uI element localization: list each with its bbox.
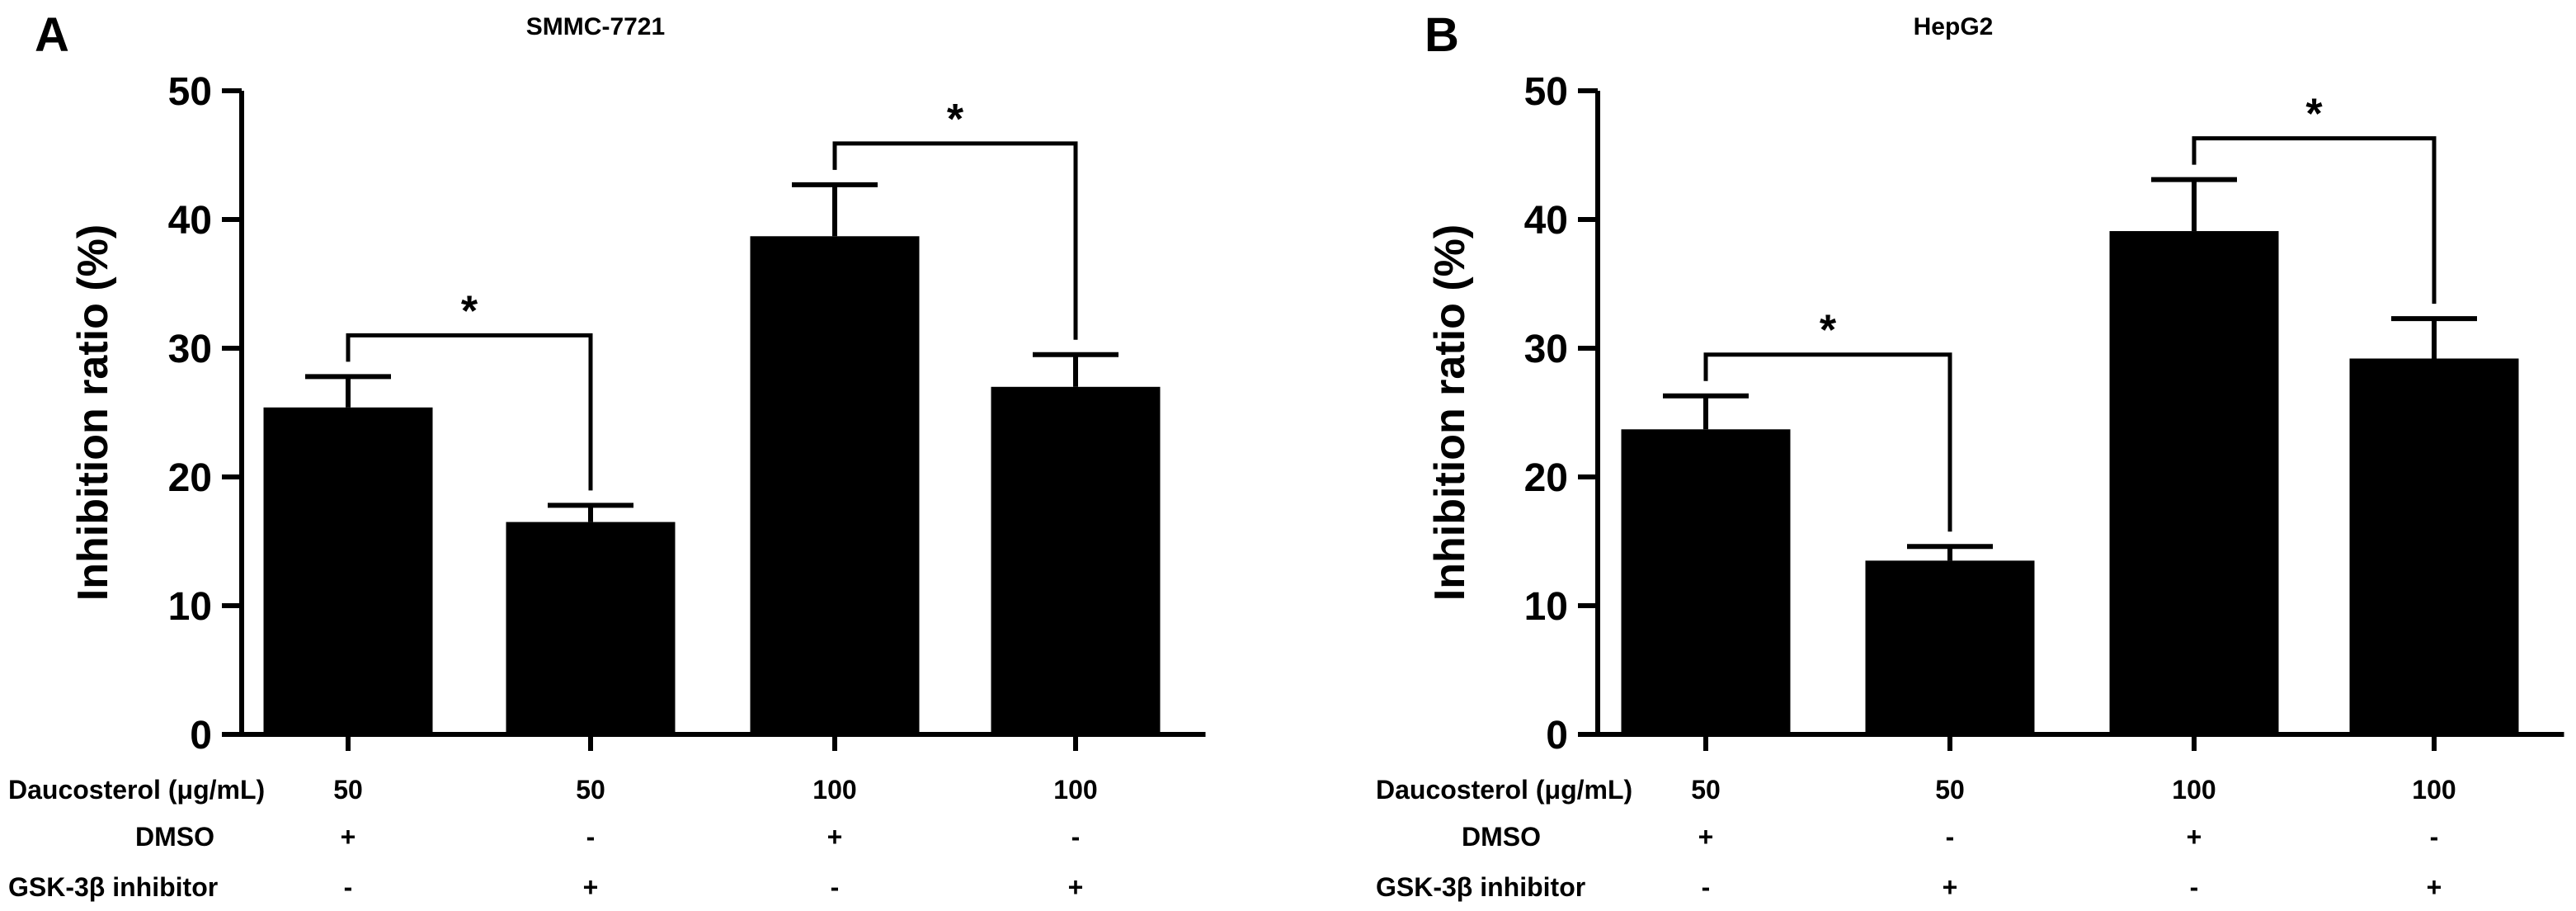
chart-title: SMMC-7721 [526,13,665,40]
condition-value-gsk: + [2427,872,2442,902]
bar [991,386,1161,734]
y-tick-label: 20 [1524,456,1568,500]
condition-value-dmso: - [2430,822,2439,852]
condition-value-dmso: + [827,822,843,852]
bar [263,407,433,734]
condition-value-dmso: - [1071,822,1081,852]
significance-star: * [2305,91,2323,139]
y-tick-label: 30 [168,328,212,371]
y-tick-label: 40 [1524,199,1568,243]
y-tick-label: 0 [1546,714,1568,758]
condition-label-dmso: DMSO [135,822,214,852]
condition-value-daucosterol: 100 [812,775,856,805]
significance-star: * [461,287,478,335]
panel-letter: B [1425,8,1459,62]
y-axis-label: Inhibition ratio (%) [1426,224,1474,601]
condition-value-gsk: - [344,872,353,902]
condition-value-gsk: - [831,872,840,902]
condition-value-dmso: - [586,822,596,852]
bar [2349,358,2519,734]
bar [506,522,676,734]
significance-star: * [1820,307,1837,355]
condition-label-daucosterol: Daucosterol (μg/mL) [1376,775,1632,805]
y-tick-label: 20 [168,456,212,500]
panel-letter: A [35,8,69,62]
significance-bracket [346,333,593,491]
condition-value-daucosterol: 100 [1053,775,1097,805]
condition-value-daucosterol: 100 [2172,775,2216,805]
condition-label-dmso: DMSO [1462,822,1541,852]
condition-value-gsk: - [2190,872,2199,902]
bar [750,236,920,734]
y-tick-label: 50 [168,70,212,114]
condition-value-gsk: + [1943,872,1958,902]
condition-value-dmso: + [341,822,356,852]
condition-value-daucosterol: 50 [1691,775,1721,805]
significance-bracket [1703,352,1952,532]
significance-bracket [2192,136,2437,304]
condition-value-gsk: + [583,872,599,902]
y-tick-label: 0 [190,714,212,758]
condition-value-dmso: + [1698,822,1714,852]
condition-value-daucosterol: 100 [2412,775,2456,805]
y-tick-label: 30 [1524,328,1568,371]
condition-value-gsk: + [1068,872,1084,902]
condition-value-gsk: - [1702,872,1711,902]
y-tick-label: 10 [168,585,212,629]
significance-star: * [947,96,964,144]
condition-label-gsk: GSK-3β inhibitor [8,872,218,902]
bar [1621,429,1791,734]
bar [2109,231,2279,734]
bar [1865,560,2035,734]
condition-label-gsk: GSK-3β inhibitor [1376,872,1585,902]
significance-bracket [832,141,1078,340]
condition-value-daucosterol: 50 [333,775,363,805]
chart-title: HepG2 [1914,13,1994,40]
y-tick-label: 40 [168,199,212,243]
condition-value-dmso: + [2187,822,2202,852]
y-tick-label: 50 [1524,70,1568,114]
y-tick-label: 10 [1524,585,1568,629]
condition-value-daucosterol: 50 [576,775,605,805]
condition-label-daucosterol: Daucosterol (μg/mL) [8,775,265,805]
condition-value-dmso: - [1946,822,1955,852]
y-axis-label: Inhibition ratio (%) [69,224,117,601]
condition-value-daucosterol: 50 [1935,775,1965,805]
